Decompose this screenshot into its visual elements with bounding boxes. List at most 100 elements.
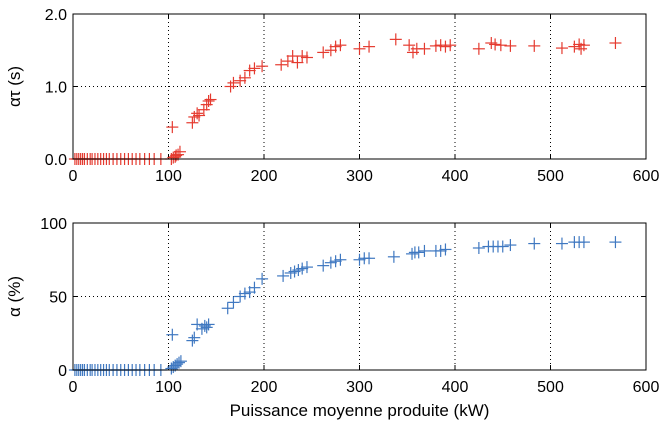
x-tick-label: 500 <box>537 379 564 396</box>
data-point <box>256 60 269 73</box>
data-point <box>256 272 269 285</box>
data-point <box>334 253 347 266</box>
data-point <box>204 93 217 106</box>
data-point <box>227 76 240 89</box>
data-point <box>281 55 294 68</box>
data-point <box>238 71 251 84</box>
x-tick-label: 200 <box>251 379 278 396</box>
x-tick-label: 200 <box>251 168 278 185</box>
data-point <box>166 121 179 134</box>
data-point <box>439 40 452 53</box>
x-tick-label: 300 <box>346 379 373 396</box>
data-point <box>577 236 590 249</box>
data-point <box>173 145 186 158</box>
data-point <box>434 244 447 257</box>
data-point <box>186 116 199 129</box>
x-tick-label: 100 <box>155 168 182 185</box>
data-point <box>191 107 204 120</box>
y-axis-label: α (%) <box>5 276 24 317</box>
data-point <box>609 236 622 249</box>
data-point <box>353 42 366 55</box>
data-point <box>472 42 485 55</box>
data-point <box>406 247 419 260</box>
data-point <box>167 151 180 164</box>
data-point <box>275 58 288 71</box>
data-point <box>609 37 622 49</box>
x-tick-label: 600 <box>633 168 660 185</box>
data-point <box>238 287 251 300</box>
data-point <box>494 39 507 52</box>
data-point <box>248 62 261 75</box>
data-point <box>243 64 256 77</box>
y-tick-label: 1.0 <box>45 80 67 97</box>
x-tick-label: 400 <box>442 379 469 396</box>
data-point <box>173 356 186 369</box>
data-point <box>439 243 452 256</box>
data-point <box>296 50 309 63</box>
x-tick-label: 400 <box>442 168 469 185</box>
data-point <box>291 56 304 69</box>
data-point <box>528 39 541 52</box>
data-point <box>317 46 330 59</box>
data-point <box>429 39 442 52</box>
data-point <box>418 244 431 257</box>
data-point <box>202 95 215 107</box>
data-point <box>444 39 457 52</box>
data-point <box>329 255 342 268</box>
plot-frame <box>72 222 647 371</box>
y-tick-label: 0.0 <box>45 152 67 169</box>
x-tick-label: 0 <box>69 168 78 185</box>
data-point <box>234 74 247 87</box>
data-point <box>227 296 240 309</box>
data-point <box>577 39 590 52</box>
data-point <box>300 261 313 274</box>
data-point <box>296 262 309 275</box>
data-point <box>504 39 517 52</box>
data-point <box>324 256 337 269</box>
data-point <box>277 269 290 282</box>
y-tick-label: 50 <box>49 290 67 307</box>
data-point <box>234 290 247 303</box>
data-point <box>528 237 541 250</box>
plot-frame <box>72 13 647 160</box>
x-tick-label: 300 <box>346 168 373 185</box>
data-point <box>195 322 208 335</box>
y-tick-label: 100 <box>40 216 67 233</box>
x-axis-label: Puissance moyenne produite (kW) <box>230 401 490 420</box>
data-point <box>353 253 366 266</box>
x-tick-label: 0 <box>69 379 78 396</box>
data-point <box>568 40 581 53</box>
data-point <box>202 318 215 331</box>
y-tick-label: 0 <box>58 363 67 380</box>
data-point <box>174 355 187 368</box>
y-axis-label: ατ (s) <box>5 66 24 107</box>
data-point <box>169 150 182 163</box>
data-point <box>489 38 502 51</box>
data-point <box>186 334 199 347</box>
data-point <box>197 103 210 116</box>
data-point <box>317 259 330 272</box>
data-point <box>403 39 416 52</box>
data-point <box>412 246 425 259</box>
data-point <box>200 321 213 334</box>
data-point <box>472 241 485 254</box>
x-tick-label: 500 <box>537 168 564 185</box>
x-tick-label: 600 <box>633 379 660 396</box>
data-point <box>166 328 179 341</box>
data-point <box>418 42 431 55</box>
data-point <box>329 40 342 53</box>
data-point <box>334 39 347 52</box>
data-point <box>363 252 376 265</box>
data-point <box>300 51 313 64</box>
data-point <box>193 109 206 122</box>
chart-panel-2: 0 100 200 300 400 500 600 0 50 100 α (%) Puissance … <box>5 216 659 420</box>
chart-panel-1: 0 100 200 300 400 500 600 0.0 1.0 2.0 ατ (s) <box>5 7 659 185</box>
data-point <box>555 42 568 55</box>
data-point <box>248 281 261 294</box>
x-tick-label: 100 <box>155 379 182 396</box>
data-point <box>188 331 201 344</box>
data-point <box>389 33 402 46</box>
data-point <box>363 40 376 53</box>
data-point <box>496 240 509 253</box>
